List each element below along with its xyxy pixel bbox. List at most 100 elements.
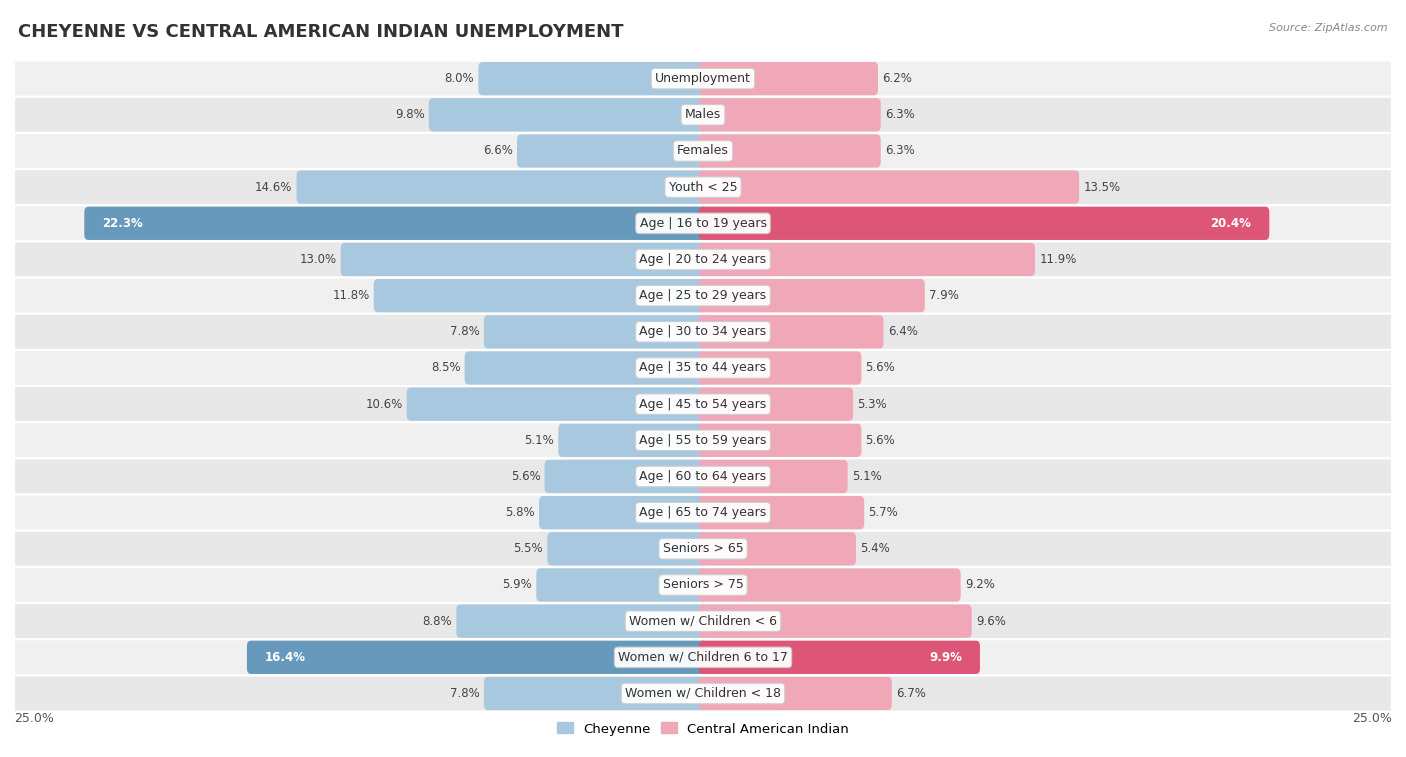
FancyBboxPatch shape (699, 243, 1035, 276)
Legend: Cheyenne, Central American Indian: Cheyenne, Central American Indian (551, 717, 855, 741)
FancyBboxPatch shape (14, 350, 1392, 386)
FancyBboxPatch shape (484, 677, 707, 710)
FancyBboxPatch shape (544, 459, 707, 493)
FancyBboxPatch shape (374, 279, 707, 313)
Text: Age | 16 to 19 years: Age | 16 to 19 years (640, 217, 766, 230)
Text: 5.3%: 5.3% (858, 397, 887, 410)
FancyBboxPatch shape (699, 170, 1080, 204)
Text: 6.3%: 6.3% (884, 145, 915, 157)
Text: Age | 35 to 44 years: Age | 35 to 44 years (640, 362, 766, 375)
Text: Unemployment: Unemployment (655, 72, 751, 85)
Text: 5.9%: 5.9% (502, 578, 531, 591)
FancyBboxPatch shape (699, 279, 925, 313)
FancyBboxPatch shape (699, 351, 862, 385)
Text: 8.5%: 8.5% (430, 362, 461, 375)
FancyBboxPatch shape (14, 97, 1392, 133)
FancyBboxPatch shape (14, 313, 1392, 350)
FancyBboxPatch shape (699, 315, 883, 348)
FancyBboxPatch shape (247, 640, 707, 674)
Text: Males: Males (685, 108, 721, 121)
Text: 9.9%: 9.9% (929, 651, 962, 664)
FancyBboxPatch shape (478, 62, 707, 95)
FancyBboxPatch shape (558, 424, 707, 457)
FancyBboxPatch shape (14, 675, 1392, 712)
FancyBboxPatch shape (699, 496, 865, 529)
FancyBboxPatch shape (14, 241, 1392, 278)
Text: 25.0%: 25.0% (14, 712, 53, 725)
FancyBboxPatch shape (406, 388, 707, 421)
FancyBboxPatch shape (340, 243, 707, 276)
Text: 6.3%: 6.3% (884, 108, 915, 121)
Text: 5.6%: 5.6% (866, 362, 896, 375)
FancyBboxPatch shape (14, 169, 1392, 205)
Text: Age | 65 to 74 years: Age | 65 to 74 years (640, 506, 766, 519)
FancyBboxPatch shape (84, 207, 707, 240)
Text: Age | 20 to 24 years: Age | 20 to 24 years (640, 253, 766, 266)
Text: 6.6%: 6.6% (484, 145, 513, 157)
FancyBboxPatch shape (484, 315, 707, 348)
Text: 5.1%: 5.1% (852, 470, 882, 483)
Text: 8.8%: 8.8% (423, 615, 453, 628)
FancyBboxPatch shape (14, 531, 1392, 567)
Text: 5.6%: 5.6% (510, 470, 540, 483)
FancyBboxPatch shape (699, 134, 880, 167)
Text: 11.9%: 11.9% (1039, 253, 1077, 266)
Text: 5.6%: 5.6% (866, 434, 896, 447)
Text: 7.8%: 7.8% (450, 326, 479, 338)
Text: Age | 60 to 64 years: Age | 60 to 64 years (640, 470, 766, 483)
FancyBboxPatch shape (464, 351, 707, 385)
Text: CHEYENNE VS CENTRAL AMERICAN INDIAN UNEMPLOYMENT: CHEYENNE VS CENTRAL AMERICAN INDIAN UNEM… (18, 23, 624, 41)
FancyBboxPatch shape (14, 205, 1392, 241)
Text: 7.8%: 7.8% (450, 687, 479, 700)
FancyBboxPatch shape (14, 567, 1392, 603)
FancyBboxPatch shape (14, 639, 1392, 675)
Text: 16.4%: 16.4% (264, 651, 307, 664)
Text: 9.6%: 9.6% (976, 615, 1005, 628)
Text: Source: ZipAtlas.com: Source: ZipAtlas.com (1270, 23, 1388, 33)
Text: 5.7%: 5.7% (869, 506, 898, 519)
Text: 13.0%: 13.0% (299, 253, 336, 266)
FancyBboxPatch shape (699, 98, 880, 132)
FancyBboxPatch shape (457, 605, 707, 638)
FancyBboxPatch shape (699, 532, 856, 565)
FancyBboxPatch shape (14, 278, 1392, 313)
Text: 14.6%: 14.6% (254, 181, 292, 194)
Text: 5.5%: 5.5% (513, 542, 543, 556)
FancyBboxPatch shape (297, 170, 707, 204)
FancyBboxPatch shape (699, 388, 853, 421)
Text: 9.8%: 9.8% (395, 108, 425, 121)
FancyBboxPatch shape (14, 61, 1392, 97)
FancyBboxPatch shape (699, 640, 980, 674)
Text: Youth < 25: Youth < 25 (669, 181, 737, 194)
Text: 5.4%: 5.4% (860, 542, 890, 556)
FancyBboxPatch shape (14, 386, 1392, 422)
Text: Seniors > 75: Seniors > 75 (662, 578, 744, 591)
FancyBboxPatch shape (699, 677, 891, 710)
Text: Age | 30 to 34 years: Age | 30 to 34 years (640, 326, 766, 338)
Text: Age | 25 to 29 years: Age | 25 to 29 years (640, 289, 766, 302)
FancyBboxPatch shape (14, 422, 1392, 459)
Text: 6.2%: 6.2% (882, 72, 912, 85)
FancyBboxPatch shape (517, 134, 707, 167)
Text: 5.8%: 5.8% (505, 506, 534, 519)
Text: Women w/ Children < 18: Women w/ Children < 18 (626, 687, 780, 700)
Text: 5.1%: 5.1% (524, 434, 554, 447)
FancyBboxPatch shape (429, 98, 707, 132)
Text: 20.4%: 20.4% (1211, 217, 1251, 230)
FancyBboxPatch shape (699, 459, 848, 493)
Text: 13.5%: 13.5% (1083, 181, 1121, 194)
FancyBboxPatch shape (14, 459, 1392, 494)
Text: Women w/ Children < 6: Women w/ Children < 6 (628, 615, 778, 628)
Text: Females: Females (678, 145, 728, 157)
FancyBboxPatch shape (699, 569, 960, 602)
FancyBboxPatch shape (538, 496, 707, 529)
Text: 7.9%: 7.9% (929, 289, 959, 302)
FancyBboxPatch shape (14, 133, 1392, 169)
FancyBboxPatch shape (699, 207, 1270, 240)
FancyBboxPatch shape (699, 424, 862, 457)
FancyBboxPatch shape (547, 532, 707, 565)
Text: 6.4%: 6.4% (887, 326, 918, 338)
FancyBboxPatch shape (699, 62, 877, 95)
FancyBboxPatch shape (14, 494, 1392, 531)
FancyBboxPatch shape (14, 603, 1392, 639)
